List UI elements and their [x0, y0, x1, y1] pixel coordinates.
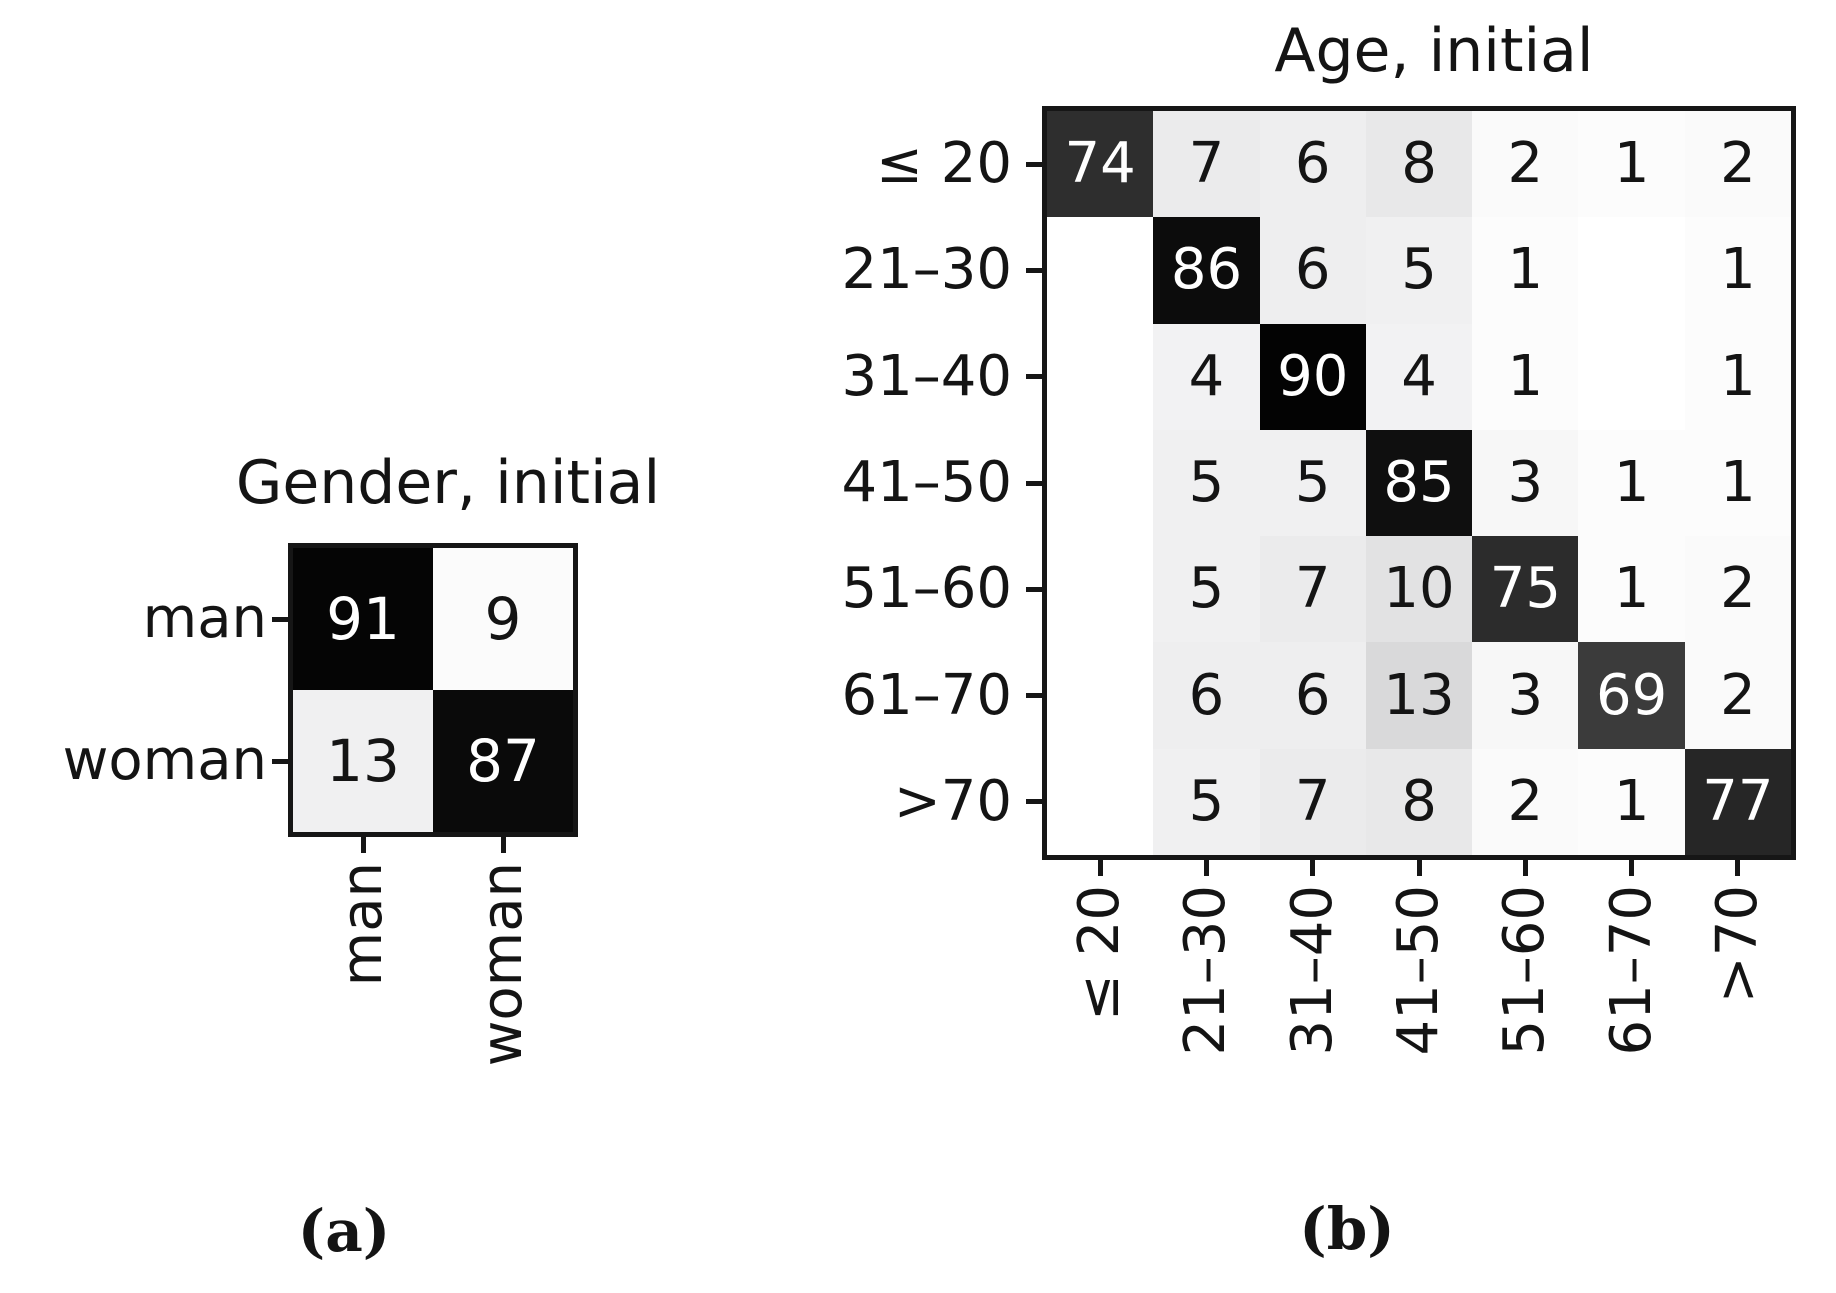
- x-axis-labels: ≤ 20 21–30 31–40 41–50 51–60 61–70 >70: [1047, 885, 1791, 1056]
- row-label: ≤ 20: [876, 131, 1012, 197]
- matrix-cell: 85: [1365, 429, 1473, 537]
- row-label: >70: [893, 768, 1012, 834]
- matrix-cell: 1: [1472, 323, 1579, 430]
- col-label: >70: [1704, 885, 1770, 1004]
- matrix-cell: 87: [433, 690, 573, 832]
- y-axis-tick: [272, 758, 288, 764]
- matrix-cell: 6: [1259, 217, 1366, 324]
- matrix-cell: 13: [1365, 642, 1473, 749]
- x-axis-tick: [1735, 860, 1741, 877]
- matrix-cell: 2: [1472, 748, 1579, 856]
- matrix-cell: 1: [1684, 217, 1792, 324]
- matrix-cell: 1: [1684, 323, 1792, 430]
- matrix-cell: 10: [1365, 536, 1473, 643]
- y-axis-tick: [1026, 374, 1042, 380]
- matrix-cell: [1047, 642, 1154, 749]
- matrix-cell: [1047, 536, 1154, 643]
- matrix-cell: 8: [1365, 748, 1473, 856]
- matrix-cell: 5: [1153, 748, 1260, 856]
- matrix-cell: 6: [1259, 111, 1366, 218]
- matrix-cell: 77: [1684, 748, 1792, 856]
- x-axis-tick: [1310, 860, 1316, 877]
- matrix-cell: 6: [1259, 642, 1366, 749]
- matrix-cell: 3: [1472, 642, 1579, 749]
- matrix-cell: 74: [1047, 111, 1154, 218]
- matrix-cell: 3: [1472, 429, 1579, 537]
- y-axis-tick: [1026, 161, 1042, 167]
- col-label: 31–40: [1279, 885, 1345, 1056]
- matrix-cell: 5: [1153, 429, 1260, 537]
- row-label: 31–40: [841, 343, 1012, 409]
- matrix-cell: 5: [1259, 429, 1366, 537]
- matrix-cell: 2: [1684, 536, 1792, 643]
- matrix-cell: 1: [1578, 748, 1685, 856]
- caption-b: (b): [1299, 1195, 1395, 1263]
- age-panel-title: Age, initial: [1274, 16, 1594, 86]
- matrix-cell: 2: [1472, 111, 1579, 218]
- matrix-cell: 1: [1578, 536, 1685, 643]
- matrix-cell: 5: [1153, 536, 1260, 643]
- x-axis-tick: [500, 837, 506, 853]
- matrix-cell: 8: [1365, 111, 1473, 218]
- col-label: 61–70: [1598, 885, 1664, 1056]
- row-label: 51–60: [841, 556, 1012, 622]
- matrix-cell: 13: [293, 690, 433, 832]
- matrix-cell: 2: [1684, 642, 1792, 749]
- matrix-cell: 1: [1578, 429, 1685, 537]
- matrix-cell: 2: [1684, 111, 1792, 218]
- matrix-cell: [1047, 217, 1154, 324]
- gender-heatmap: 91 9 13 87: [288, 543, 578, 837]
- matrix-cell: 69: [1578, 642, 1685, 749]
- row-label: 41–50: [841, 450, 1012, 516]
- matrix-cell: 9: [433, 548, 573, 690]
- matrix-cell: 6: [1153, 642, 1260, 749]
- gender-panel-title: Gender, initial: [235, 448, 661, 518]
- y-axis-tick: [1026, 267, 1042, 273]
- matrix-cell: 7: [1153, 111, 1260, 218]
- x-axis-tick: [1629, 860, 1635, 877]
- row-label: woman: [62, 728, 267, 793]
- matrix-cell: 4: [1153, 323, 1260, 430]
- x-axis-tick: [1203, 860, 1209, 877]
- x-axis-tick: [360, 837, 366, 853]
- y-axis-tick: [272, 616, 288, 622]
- age-heatmap: 74 7 6 8 2 1 2 86 6 5 1 1 4 90 4 1 1 5 5 85 3 1 1 5 7 10 75 1 2 6 6 13 3…: [1042, 106, 1797, 861]
- matrix-cell: 86: [1153, 217, 1260, 324]
- x-axis-tick: [1416, 860, 1422, 877]
- matrix-cell: [1578, 217, 1685, 324]
- matrix-cell: 75: [1472, 536, 1579, 643]
- matrix-cell: 1: [1684, 429, 1792, 537]
- matrix-cell: 90: [1259, 323, 1366, 430]
- matrix-cell: [1047, 323, 1154, 430]
- caption-a: (a): [297, 1197, 391, 1265]
- matrix-cell: [1578, 323, 1685, 430]
- col-label: 51–60: [1492, 885, 1558, 1056]
- row-label: 61–70: [841, 662, 1012, 728]
- row-label: 21–30: [841, 237, 1012, 303]
- y-axis-tick: [1026, 799, 1042, 805]
- matrix-cell: 4: [1365, 323, 1473, 430]
- col-label: ≤ 20: [1067, 885, 1133, 1021]
- matrix-cell: [1047, 748, 1154, 856]
- matrix-cell: [1047, 429, 1154, 537]
- matrix-cell: 5: [1365, 217, 1473, 324]
- matrix-cell: 7: [1259, 536, 1366, 643]
- row-label: man: [142, 586, 267, 651]
- col-label: 21–30: [1173, 885, 1239, 1056]
- x-axis-tick: [1522, 860, 1528, 877]
- matrix-cell: 1: [1472, 217, 1579, 324]
- matrix-cell: 91: [293, 548, 433, 690]
- y-axis-tick: [1026, 480, 1042, 486]
- x-axis-tick: [1097, 860, 1103, 877]
- y-axis-tick: [1026, 693, 1042, 699]
- matrix-cell: 1: [1578, 111, 1685, 218]
- matrix-cell: 7: [1259, 748, 1366, 856]
- col-label: 41–50: [1386, 885, 1452, 1056]
- y-axis-tick: [1026, 586, 1042, 592]
